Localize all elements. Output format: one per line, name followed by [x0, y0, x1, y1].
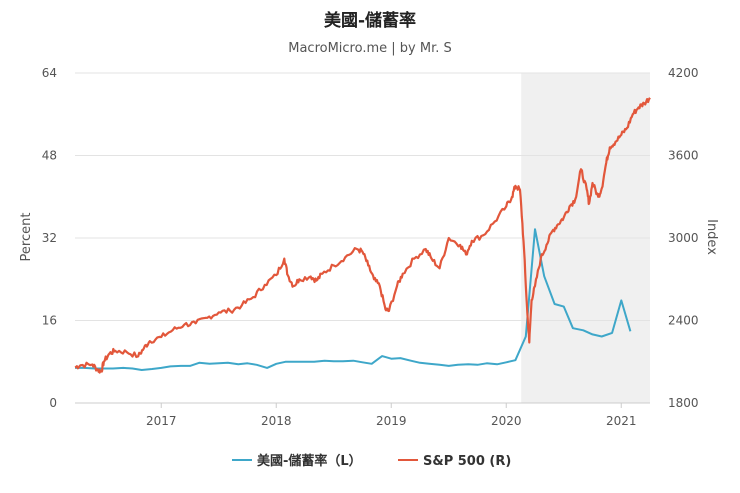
left-tick-label: 64 [42, 66, 57, 80]
legend-label-sp500: S&P 500 (R) [423, 454, 511, 469]
legend-item-sp500[interactable]: S&P 500 (R) [398, 454, 511, 469]
x-tick-label: 2017 [146, 414, 177, 428]
series-line-sp500[interactable] [74, 97, 651, 374]
series-line-saving-rate[interactable] [75, 228, 632, 371]
right-tick-label: 3600 [668, 149, 699, 163]
x-tick-label: 2018 [261, 414, 292, 428]
left-tick-label: 0 [49, 396, 57, 410]
chart-subtitle: MacroMicro.me | by Mr. S [288, 41, 452, 56]
x-tick-label: 2021 [606, 414, 637, 428]
right-tick-label: 3000 [668, 231, 699, 245]
left-tick-label: 32 [42, 231, 57, 245]
legend[interactable]: 美國-儲蓄率（L） S&P 500 (R) [232, 453, 511, 469]
legend-label-saving-rate: 美國-儲蓄率（L） [257, 453, 362, 469]
chart-title: 美國-儲蓄率 [324, 10, 416, 31]
x-tick-label: 2019 [376, 414, 407, 428]
series-layer [74, 97, 651, 374]
right-axis-title: Index [704, 219, 719, 255]
x-tick-label: 2020 [491, 414, 522, 428]
right-tick-label: 1800 [668, 396, 699, 410]
axis-ticks: 0 16 32 48 64 1800 2400 3000 3600 4200 2017 2018 201… [42, 66, 699, 428]
left-axis-title: Percent [19, 213, 34, 262]
right-tick-label: 2400 [668, 314, 699, 328]
gridlines [75, 72, 650, 404]
right-tick-label: 4200 [668, 66, 699, 80]
left-tick-label: 48 [42, 149, 57, 163]
left-tick-label: 16 [42, 314, 57, 328]
legend-item-saving-rate[interactable]: 美國-儲蓄率（L） [232, 453, 362, 469]
